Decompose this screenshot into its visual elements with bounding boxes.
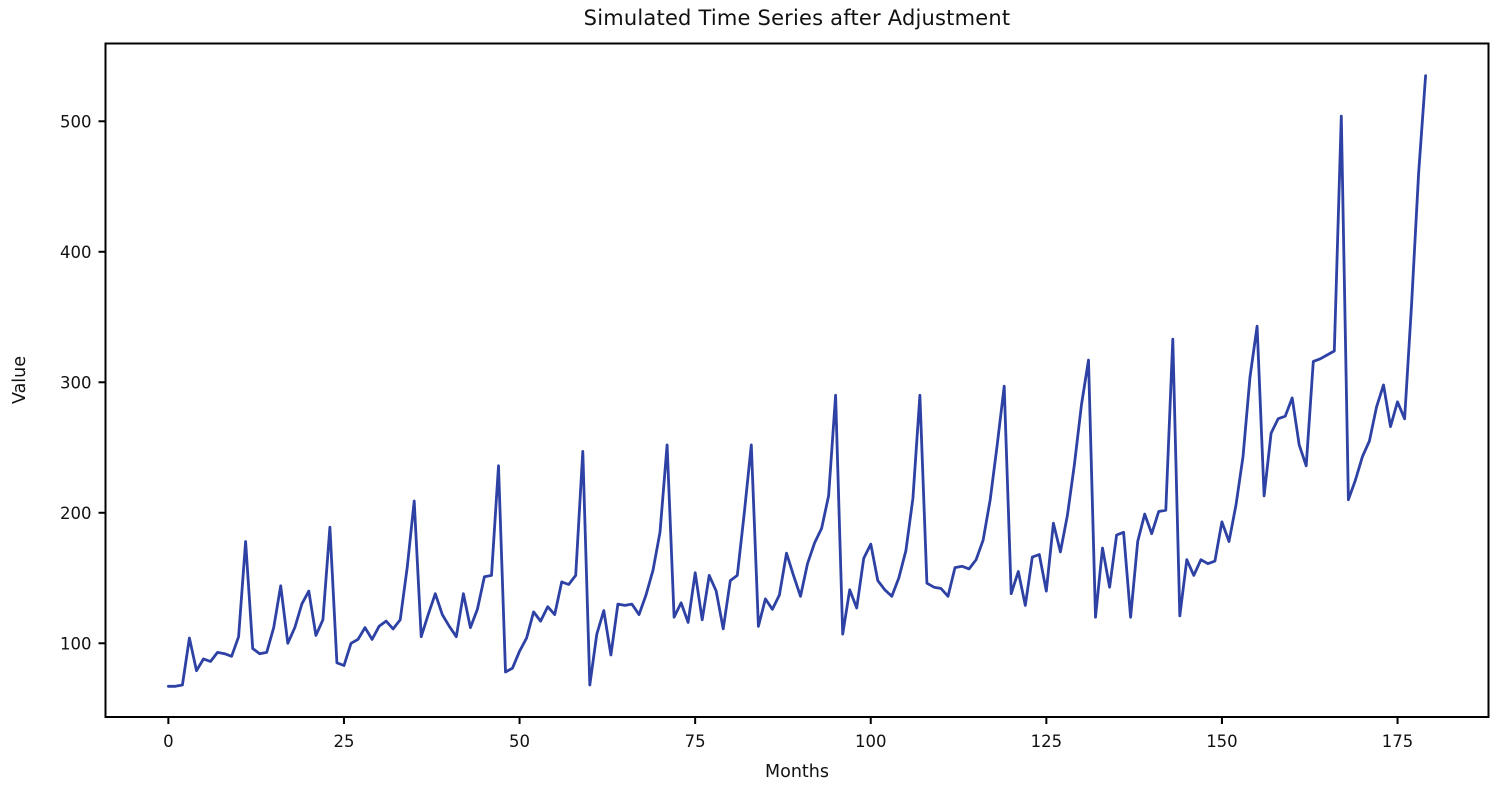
x-axis-label: Months [765,762,829,782]
x-tick-label: 75 [685,732,706,751]
x-tick-label: 25 [333,732,354,751]
axes-spines [104,42,1490,718]
y-axis-label: Value [10,355,30,405]
y-tick-label: 400 [60,243,92,262]
time-series-line [166,74,1427,688]
y-tick-label: 500 [60,112,92,131]
y-tick-label: 100 [60,634,92,653]
x-tick-label: 150 [1206,732,1238,751]
x-tick-label: 0 [163,732,174,751]
x-tick-label: 175 [1382,732,1414,751]
x-tick-label: 125 [1031,732,1063,751]
y-tick-label: 300 [60,373,92,392]
x-tick-label: 100 [855,732,887,751]
y-tick-label: 200 [60,504,92,523]
x-tick-label: 50 [509,732,530,751]
chart-title: Simulated Time Series after Adjustment [583,6,1011,30]
